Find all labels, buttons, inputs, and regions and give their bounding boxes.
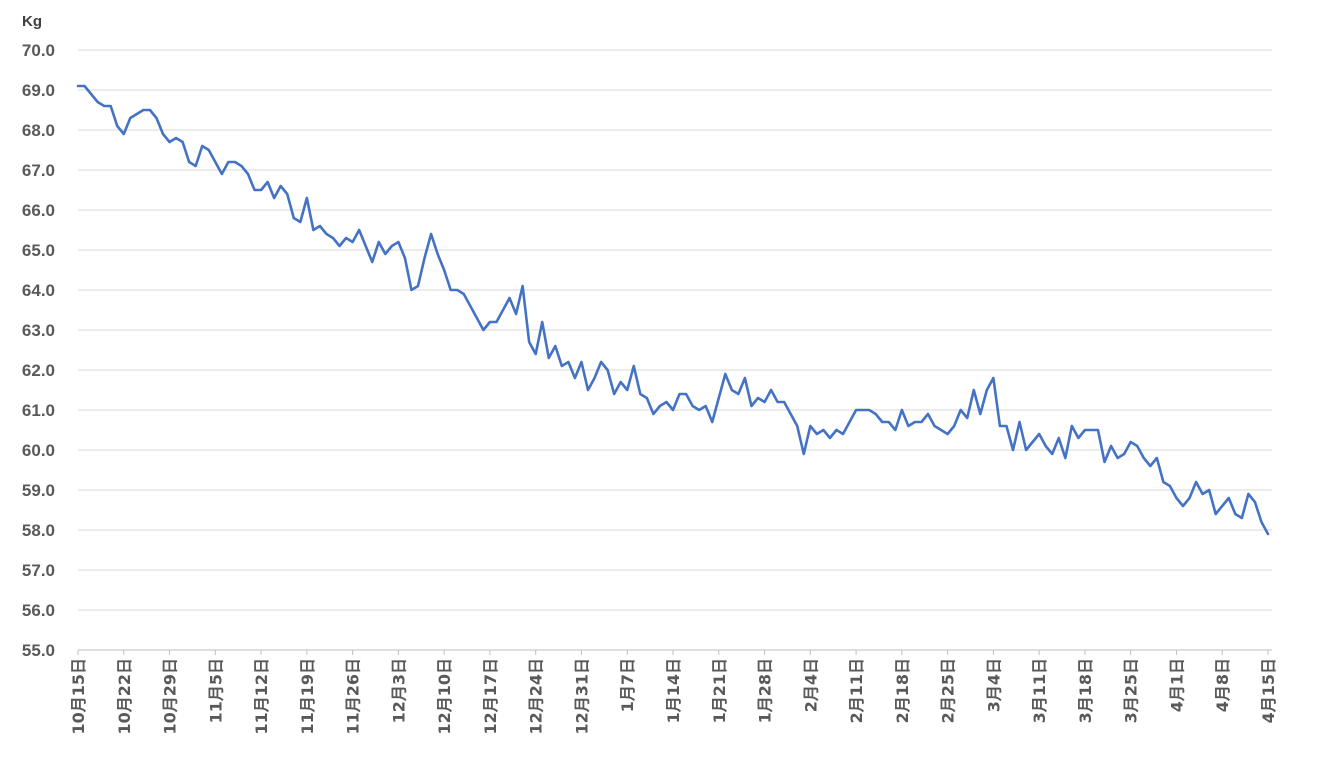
- x-tick-label: 10月15日: [69, 658, 88, 735]
- y-axis-ticks: 55.0 56.0 57.0 58.0 59.0 60.0 61.0 62.0 63.0 64.0…: [22, 41, 55, 660]
- x-tick-label: 2月25日: [939, 658, 958, 723]
- gridlines: [78, 49, 1272, 651]
- y-tick-label: 67.0: [22, 161, 55, 180]
- y-tick-label: 56.0: [22, 601, 55, 620]
- x-tick-label: 2月18日: [893, 658, 912, 723]
- x-tick-label: 1月14日: [664, 658, 683, 723]
- y-tick-label: 63.0: [22, 321, 55, 340]
- x-tick-label: 1月21日: [710, 658, 729, 723]
- y-tick-label: 68.0: [22, 121, 55, 140]
- x-tick-label: 3月4日: [984, 658, 1003, 712]
- series-line-0: [76, 84, 1270, 536]
- y-tick-label: 59.0: [22, 481, 55, 500]
- y-tick-label: 64.0: [22, 281, 55, 300]
- y-axis-unit-label: Kg: [22, 13, 42, 30]
- y-tick-label: 61.0: [22, 401, 55, 420]
- y-tick-label: 57.0: [22, 561, 55, 580]
- x-tick-label: 1月28日: [756, 658, 775, 723]
- x-tick-label: 2月11日: [847, 658, 866, 723]
- x-tick-label: 3月25日: [1122, 658, 1141, 723]
- x-tick-label: 10月22日: [115, 658, 134, 735]
- x-tick-label: 12月10日: [435, 658, 454, 735]
- x-axis-ticks: 10月15日 10月22日 10月29日 11月5日 11月12日 11月19日 11月26…: [69, 650, 1278, 735]
- x-tick-label: 11月26日: [344, 658, 363, 735]
- y-tick-label: 69.0: [22, 81, 55, 100]
- x-tick-label: 2月4日: [801, 658, 820, 712]
- x-tick-label: 12月3日: [389, 658, 408, 723]
- series-layer: [76, 84, 1270, 536]
- x-tick-label: 11月12日: [252, 658, 271, 735]
- y-tick-label: 65.0: [22, 241, 55, 260]
- x-tick-label: 3月11日: [1030, 658, 1049, 723]
- y-tick-label: 55.0: [22, 641, 55, 660]
- x-tick-label: 4月15日: [1259, 658, 1278, 723]
- x-tick-label: 12月24日: [527, 658, 546, 735]
- y-tick-label: 60.0: [22, 441, 55, 460]
- x-tick-label: 3月18日: [1076, 658, 1095, 723]
- x-tick-label: 4月1日: [1167, 658, 1186, 712]
- y-tick-label: 62.0: [22, 361, 55, 380]
- y-tick-label: 58.0: [22, 521, 55, 540]
- x-tick-label: 4月8日: [1213, 658, 1232, 712]
- x-tick-label: 12月31日: [572, 658, 591, 735]
- x-tick-label: 12月17日: [481, 658, 500, 735]
- x-tick-label: 10月29日: [161, 658, 180, 735]
- y-tick-label: 70.0: [22, 41, 55, 60]
- x-tick-label: 11月5日: [206, 658, 225, 723]
- y-tick-label: 66.0: [22, 201, 55, 220]
- x-tick-label: 11月19日: [298, 658, 317, 735]
- x-tick-label: 1月7日: [618, 658, 637, 712]
